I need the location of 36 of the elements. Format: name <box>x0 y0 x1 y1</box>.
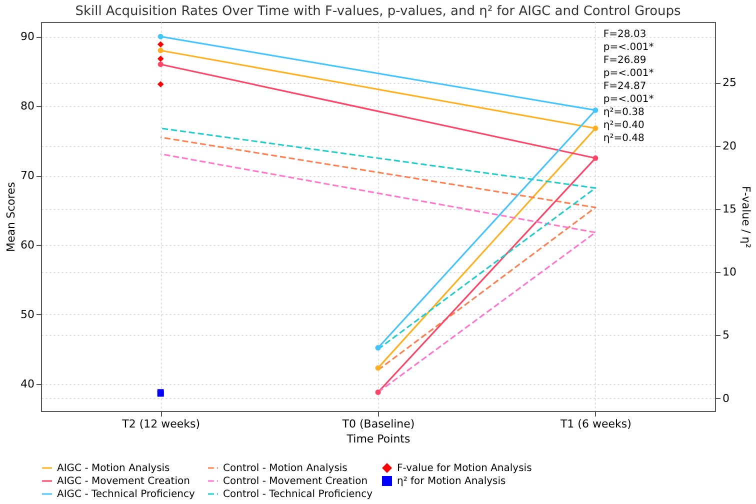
annotation: η²=0.40 <box>603 120 644 131</box>
y2-tick-label: 15 <box>722 202 736 216</box>
legend-label: Control - Technical Proficiency <box>223 489 373 500</box>
annotation: F=24.87 <box>603 81 646 92</box>
y-tick-label: 50 <box>20 308 34 321</box>
legend-label: AIGC - Technical Proficiency <box>57 489 196 500</box>
legend-label: η² for Motion Analysis <box>397 476 506 487</box>
y2-tick-label: 10 <box>722 266 736 279</box>
legend-label: AIGC - Movement Creation <box>57 476 190 487</box>
y-axis-title: Mean Scores <box>4 182 18 252</box>
y2-tick-label: 20 <box>722 139 736 152</box>
y2-tick-label: 5 <box>722 328 730 342</box>
y-tick-label: 70 <box>20 169 34 182</box>
y2-tick-label: 0 <box>722 392 730 405</box>
y-tick-label: 60 <box>20 238 34 252</box>
legend-label: Control - Motion Analysis <box>223 463 348 474</box>
chart-title: Skill Acquisition Rates Over Time with F-values, p-values, and η² for AIGC and Control Groups <box>75 4 682 19</box>
y2-tick-label: 25 <box>722 76 736 90</box>
y-tick-label: 80 <box>20 100 34 113</box>
annotation: p=<.001* <box>603 68 654 79</box>
x-tick-label: T1 (6 weeks) <box>559 418 632 430</box>
annotation: p=<.001* <box>603 94 654 105</box>
y-tick-label: 40 <box>20 377 34 390</box>
annotation: p=<.001* <box>603 42 654 53</box>
annotation: F=26.89 <box>603 55 646 66</box>
x-tick-label: T0 (Baseline) <box>341 418 415 430</box>
x-tick-label: T2 (12 weeks) <box>121 418 200 430</box>
annotation: η²=0.48 <box>603 133 644 144</box>
legend-label: AIGC - Motion Analysis <box>57 463 170 474</box>
y2-axis-title: F-value / η² <box>739 186 752 248</box>
x-axis-title: Time Points <box>346 432 410 446</box>
legend-label: F-value for Motion Analysis <box>397 463 532 474</box>
legend-label: Control - Movement Creation <box>223 476 368 487</box>
annotation: F=28.03 <box>603 29 646 40</box>
annotation: η²=0.38 <box>603 107 644 118</box>
y-tick-label: 90 <box>20 30 34 44</box>
